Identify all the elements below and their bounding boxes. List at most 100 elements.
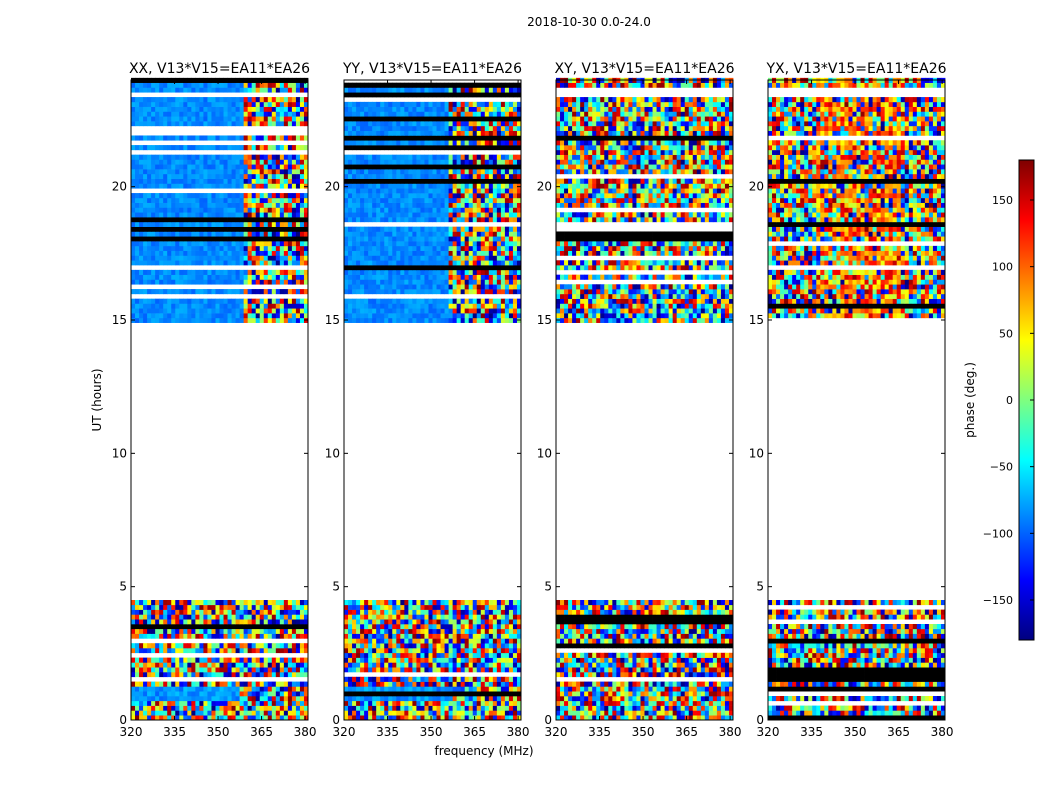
heatmap-cell bbox=[179, 643, 184, 649]
heatmap-cell bbox=[472, 255, 478, 261]
heatmap-cell bbox=[211, 241, 216, 247]
heatmap-cell bbox=[143, 279, 148, 285]
heatmap-cell bbox=[500, 207, 506, 213]
heatmap-cell bbox=[299, 298, 305, 304]
heatmap-cell bbox=[203, 686, 208, 692]
heatmap-cell bbox=[187, 604, 192, 610]
heatmap-cell bbox=[159, 97, 164, 103]
heatmap-cell bbox=[368, 662, 373, 668]
heatmap-cell bbox=[303, 193, 309, 199]
heatmap-cell bbox=[243, 691, 249, 697]
heatmap-cell bbox=[271, 183, 277, 189]
heatmap-cell bbox=[207, 317, 212, 323]
heatmap-cell bbox=[352, 313, 357, 319]
heatmap-cell bbox=[155, 313, 160, 319]
heatmap-cell bbox=[255, 672, 261, 678]
heatmap-cell bbox=[492, 298, 498, 304]
heatmap-cell bbox=[368, 700, 373, 706]
heatmap-cell bbox=[183, 662, 188, 668]
heatmap-cell bbox=[151, 250, 156, 256]
heatmap-cell bbox=[512, 269, 518, 275]
heatmap-cell bbox=[135, 609, 140, 615]
heatmap-cell bbox=[227, 628, 232, 634]
heatmap-cell bbox=[480, 715, 486, 721]
heatmap-cell bbox=[219, 173, 224, 179]
heatmap-cell bbox=[364, 231, 369, 237]
heatmap-cell bbox=[412, 202, 417, 208]
heatmap-cell bbox=[243, 250, 249, 256]
heatmap-cell bbox=[251, 274, 257, 280]
heatmap-cell bbox=[283, 101, 289, 107]
heatmap-cell bbox=[275, 178, 281, 184]
heatmap-cell bbox=[412, 279, 417, 285]
heatmap-cell bbox=[275, 221, 281, 227]
heatmap-cell bbox=[155, 686, 160, 692]
heatmap-cell bbox=[255, 241, 261, 247]
heatmap-cell bbox=[488, 231, 494, 237]
heatmap-cell bbox=[271, 121, 277, 127]
heatmap-cell bbox=[191, 672, 196, 678]
heatmap-cell bbox=[139, 226, 144, 232]
heatmap-cell bbox=[159, 245, 164, 251]
heatmap-cell bbox=[303, 250, 309, 256]
heatmap-cell bbox=[155, 135, 160, 141]
heatmap-cell bbox=[516, 289, 522, 295]
heatmap-cell bbox=[179, 97, 184, 103]
heatmap-cell bbox=[139, 207, 144, 213]
heatmap-cell bbox=[400, 265, 405, 271]
heatmap-cell bbox=[364, 255, 369, 261]
heatmap-cell bbox=[255, 145, 261, 151]
heatmap-cell bbox=[356, 212, 361, 218]
heatmap-cell bbox=[464, 648, 470, 654]
heatmap-cell bbox=[271, 648, 277, 654]
heatmap-cell bbox=[400, 260, 405, 266]
heatmap-cell bbox=[235, 289, 241, 295]
heatmap-cell bbox=[472, 662, 478, 668]
heatmap-cell bbox=[500, 600, 506, 606]
heatmap-cell bbox=[219, 705, 224, 711]
heatmap-cell bbox=[408, 700, 413, 706]
heatmap-cell bbox=[263, 308, 269, 314]
heatmap-cell bbox=[179, 221, 184, 227]
heatmap-cell bbox=[348, 255, 353, 261]
heatmap-cell bbox=[235, 298, 241, 304]
heatmap-cell bbox=[255, 648, 261, 654]
heatmap-cell bbox=[492, 614, 498, 620]
heatmap-cell bbox=[195, 260, 200, 266]
heatmap-cell bbox=[231, 619, 236, 625]
heatmap-cell bbox=[496, 236, 502, 242]
heatmap-cell bbox=[460, 710, 466, 716]
heatmap-cell bbox=[303, 135, 309, 141]
heatmap-cell bbox=[436, 284, 441, 290]
heatmap-cell bbox=[456, 710, 462, 716]
heatmap-cell bbox=[271, 159, 277, 165]
heatmap-cell bbox=[368, 250, 373, 256]
heatmap-cell bbox=[255, 101, 261, 107]
heatmap-cell bbox=[211, 183, 216, 189]
heatmap-cell bbox=[416, 207, 421, 213]
heatmap-cell bbox=[368, 614, 373, 620]
heatmap-cell bbox=[263, 111, 269, 117]
heatmap-cell bbox=[448, 226, 454, 232]
heatmap-cell bbox=[167, 710, 172, 716]
heatmap-cell bbox=[283, 250, 289, 256]
heatmap-cell bbox=[179, 207, 184, 213]
heatmap-cell bbox=[500, 648, 506, 654]
heatmap-cell bbox=[352, 236, 357, 242]
heatmap-cell bbox=[436, 197, 441, 203]
heatmap-cell bbox=[195, 202, 200, 208]
heatmap-cell bbox=[283, 97, 289, 103]
heatmap-cell bbox=[211, 303, 216, 309]
heatmap-cell bbox=[299, 662, 305, 668]
heatmap-cell bbox=[175, 101, 180, 107]
heatmap-cell bbox=[516, 710, 522, 716]
heatmap-cell bbox=[255, 600, 261, 606]
heatmap-cell bbox=[512, 686, 518, 692]
heatmap-cell bbox=[267, 97, 273, 103]
heatmap-cell bbox=[432, 308, 437, 314]
heatmap-cell bbox=[203, 255, 208, 261]
heatmap-cell bbox=[472, 696, 478, 702]
heatmap-cell bbox=[227, 231, 232, 237]
heatmap-cell bbox=[263, 101, 269, 107]
heatmap-cell bbox=[223, 106, 228, 112]
